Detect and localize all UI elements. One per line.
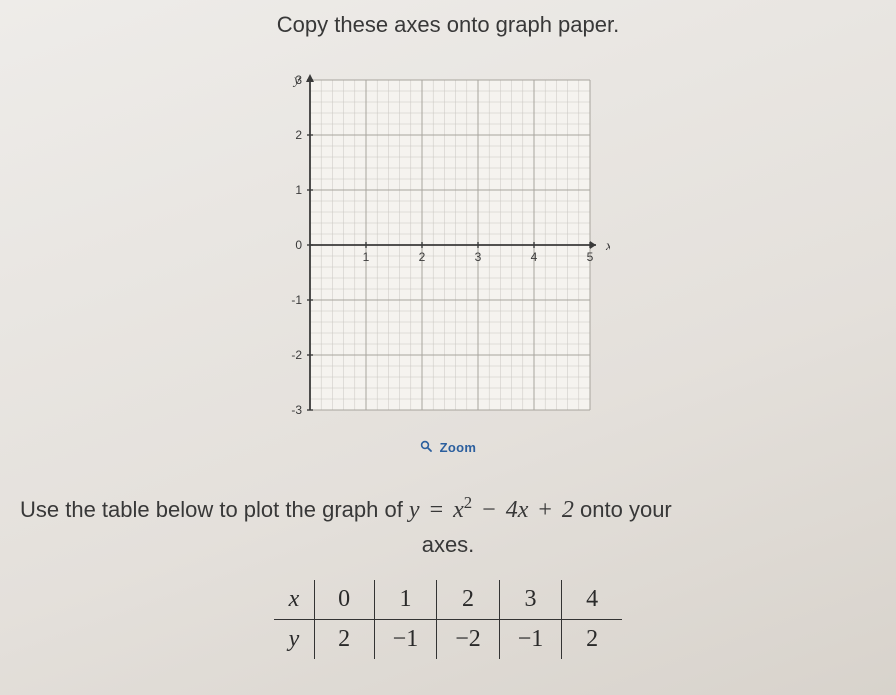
data-table: x 0 1 2 3 4 y 2 −1 −2 −1 2 xyxy=(274,580,622,659)
table-cell: −1 xyxy=(499,620,562,660)
svg-text:-3: -3 xyxy=(291,403,302,417)
axes-svg: 12345-3-2-10123xy xyxy=(270,60,610,420)
table-row-x: x 0 1 2 3 4 xyxy=(274,580,622,620)
zoom-label: Zoom xyxy=(440,440,477,455)
svg-text:2: 2 xyxy=(419,250,426,264)
instruction-line2: axes. xyxy=(20,528,876,561)
svg-text:x: x xyxy=(605,239,610,254)
svg-text:1: 1 xyxy=(363,250,370,264)
svg-text:2: 2 xyxy=(295,128,302,142)
table-cell: 0 xyxy=(314,580,374,620)
svg-text:0: 0 xyxy=(295,238,302,252)
instruction-top: Copy these axes onto graph paper. xyxy=(0,12,896,38)
svg-text:3: 3 xyxy=(475,250,482,264)
svg-text:1: 1 xyxy=(295,183,302,197)
svg-text:-2: -2 xyxy=(291,348,302,362)
table-cell: −2 xyxy=(437,620,500,660)
table-cell: 2 xyxy=(562,620,622,660)
table-cell: 3 xyxy=(499,580,562,620)
table-row-y: y 2 −1 −2 −1 2 xyxy=(274,620,622,660)
svg-text:4: 4 xyxy=(531,250,538,264)
table-cell: −1 xyxy=(374,620,437,660)
graph-axes: 12345-3-2-10123xy xyxy=(270,60,610,425)
svg-text:5: 5 xyxy=(587,250,594,264)
table-cell: 1 xyxy=(374,580,437,620)
equation: y = x2 − 4x + 2 xyxy=(409,497,574,523)
zoom-button[interactable]: Zoom xyxy=(0,440,896,455)
row-header-y: y xyxy=(274,620,314,660)
instruction-post: onto your xyxy=(574,497,672,522)
table-cell: 2 xyxy=(437,580,500,620)
table-cell: 4 xyxy=(562,580,622,620)
instruction-bottom: Use the table below to plot the graph of… xyxy=(20,490,876,561)
search-icon xyxy=(420,440,436,455)
svg-text:-1: -1 xyxy=(291,293,302,307)
data-table-wrap: x 0 1 2 3 4 y 2 −1 −2 −1 2 xyxy=(0,580,896,659)
svg-text:y: y xyxy=(292,73,301,88)
table-cell: 2 xyxy=(314,620,374,660)
instruction-pre: Use the table below to plot the graph of xyxy=(20,497,409,522)
row-header-x: x xyxy=(274,580,314,620)
